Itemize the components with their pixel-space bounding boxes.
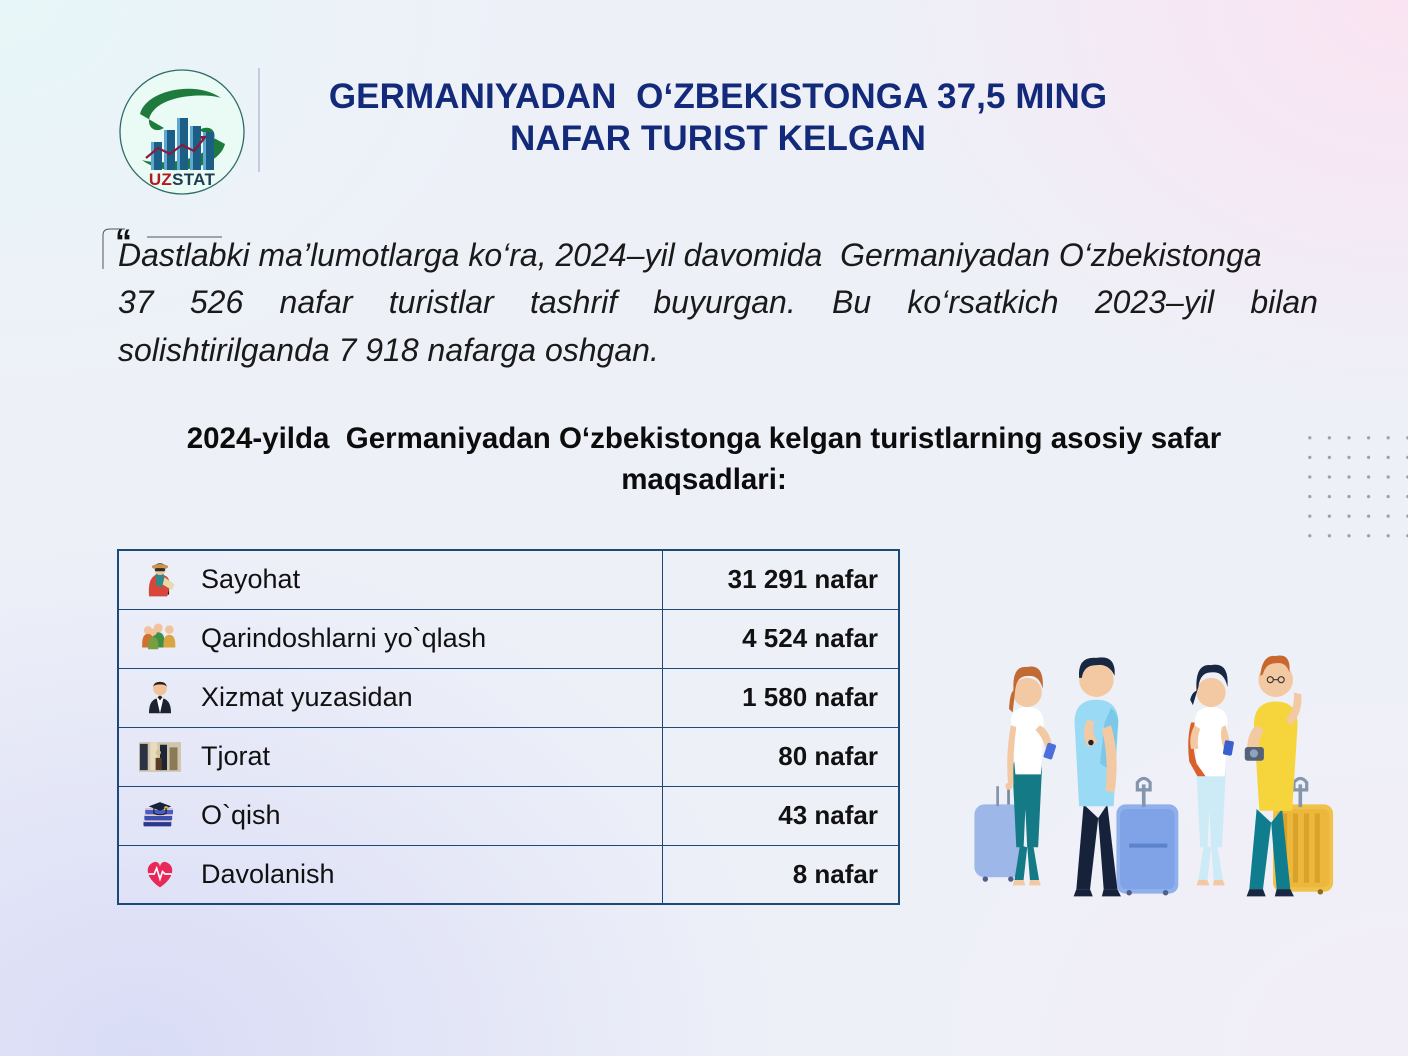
svg-text:UZSTAT: UZSTAT: [149, 170, 216, 189]
